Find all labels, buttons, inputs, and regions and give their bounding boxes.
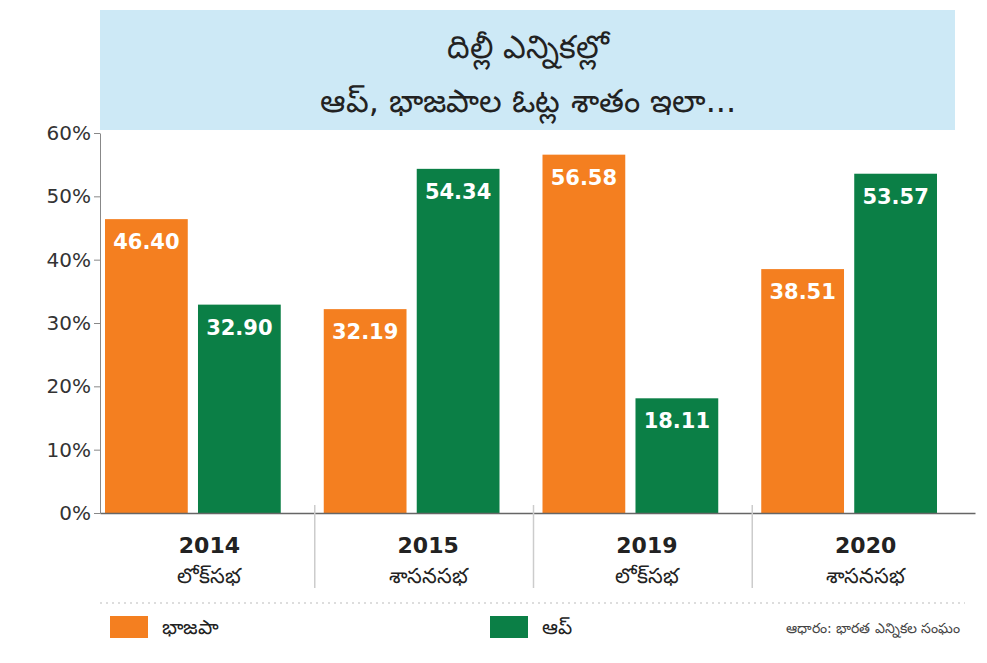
tick: 30% (47, 311, 100, 335)
data-label: 18.11 (644, 409, 710, 433)
tick: 2020 శాసనసభ (826, 533, 906, 588)
bar (761, 269, 844, 513)
data-label: 53.57 (862, 185, 928, 209)
bar (635, 398, 718, 513)
tick-label-line: 2014 (179, 533, 240, 558)
tick-label: 2020 శాసనసభ (826, 533, 906, 588)
tick-mark (94, 386, 100, 387)
tick-label: 60% (47, 121, 91, 145)
tick-mark (94, 450, 100, 451)
bar-series (198, 169, 937, 513)
tick: 20% (47, 374, 100, 398)
tick-label-line: 2020 (835, 533, 896, 558)
tick: 2019 లోక్‌సభ (615, 533, 680, 588)
data-label: 38.51 (769, 280, 835, 304)
tick: 10% (47, 438, 100, 462)
legend-swatch (110, 616, 148, 638)
axis-line (101, 513, 976, 515)
data-label: 32.19 (332, 320, 398, 344)
tick-label: 20% (47, 374, 91, 398)
legend: భాజపా ఆప్ (110, 615, 572, 639)
x-axis: 2014 లోక్‌సభ 2015 శాసనసభ 2019 లోక్‌సభ 2020 శాసన… (101, 514, 976, 589)
tick-label: 10% (47, 438, 91, 462)
bar (417, 169, 500, 513)
axis-line (100, 134, 101, 514)
title-box (100, 10, 955, 130)
chart: దిల్లీ ఎన్నికల్లో ఆప్, భాజపాల ఓట్ల శాతం ఇ… (0, 0, 987, 663)
tick-label: 2014 లోక్‌సభ (177, 533, 242, 588)
tick-label-line: లోక్‌సభ (615, 564, 680, 588)
tick: 0% (59, 501, 100, 525)
bar-series (105, 155, 844, 513)
tick-mark (94, 260, 100, 261)
tick-mark (94, 513, 100, 514)
separator (533, 505, 535, 588)
tick-label: 30% (47, 311, 91, 335)
legend-label: భాజపా (162, 615, 219, 639)
tick-mark (94, 133, 100, 134)
tick-label-line: శాసనసభ (826, 564, 906, 588)
source: ఆధారం: భారత ఎన్నికల సంఘం (786, 620, 960, 638)
subtitle: ఆప్, భాజపాల ఓట్ల శాతం ఇలా... (320, 82, 736, 124)
tick-label: 0% (59, 501, 91, 525)
tick-mark (94, 323, 100, 324)
tick-label-line: 2015 (398, 533, 459, 558)
tick-label-line: 2019 (616, 533, 677, 558)
separator (314, 505, 316, 588)
tick-mark (94, 196, 100, 197)
tick-label: 40% (47, 248, 91, 272)
separators (315, 505, 753, 588)
bar (543, 155, 626, 513)
data-label: 56.58 (551, 166, 617, 190)
separator (752, 505, 754, 588)
bars (105, 155, 937, 513)
tick: 40% (47, 248, 100, 272)
tick: 2015 శాసనసభ (389, 533, 469, 588)
tick-label: 50% (47, 184, 91, 208)
bar (854, 174, 937, 513)
legend-swatch (490, 616, 528, 638)
title: దిల్లీ ఎన్నికల్లో (447, 28, 611, 70)
tick: 2014 లోక్‌సభ (177, 533, 242, 588)
data-label: 32.90 (206, 316, 272, 340)
data-label: 46.40 (113, 230, 179, 254)
bar (105, 219, 188, 513)
tick-label-line: లోక్‌సభ (177, 564, 242, 588)
y-axis: 0% 10% 20% 30% 40% 50% 60% (47, 121, 101, 525)
bar (324, 309, 407, 513)
tick-label-line: శాసనసభ (389, 564, 469, 588)
data-labels: 46.40 32.19 56.58 38.51 32.90 54.34 18.11 53.57 (113, 166, 929, 434)
data-label: 54.34 (425, 180, 491, 204)
tick: 50% (47, 184, 100, 208)
tick: 60% (47, 121, 100, 145)
legend-label: ఆప్ (542, 615, 572, 639)
divider (100, 603, 965, 604)
bar (198, 305, 281, 513)
tick-label: 2019 లోక్‌సభ (615, 533, 680, 588)
tick-label: 2015 శాసనసభ (389, 533, 469, 588)
